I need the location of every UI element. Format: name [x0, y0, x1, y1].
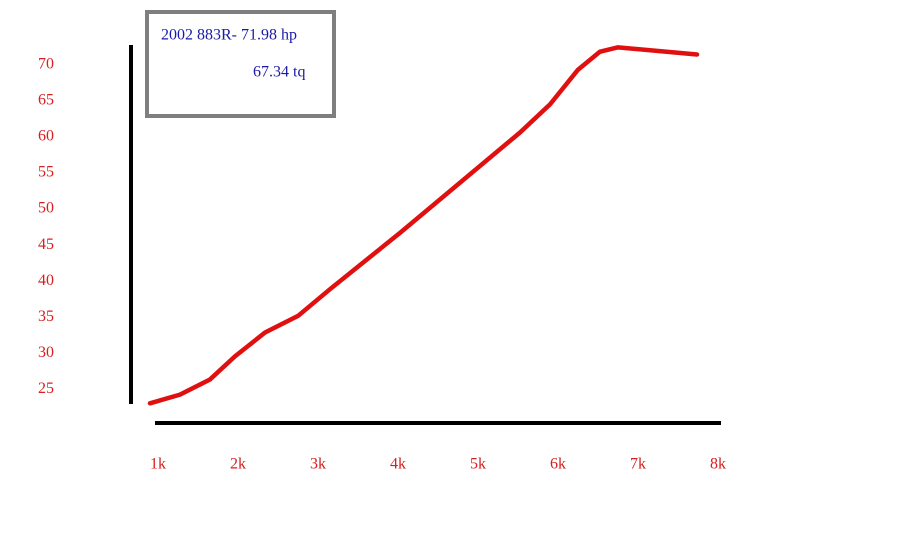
y-tick-label: 30	[38, 344, 54, 361]
x-tick-label: 7k	[630, 456, 646, 473]
x-tick-label: 6k	[550, 456, 566, 473]
data-line	[147, 45, 700, 406]
y-tick-label: 55	[38, 164, 54, 181]
y-tick-label: 60	[38, 128, 54, 145]
y-tick-label: 25	[38, 380, 54, 397]
x-tick-label: 1k	[150, 456, 166, 473]
y-tick-label: 40	[38, 272, 54, 289]
x-tick-label: 5k	[470, 456, 486, 473]
y-tick-label: 45	[38, 236, 54, 253]
x-tick-label: 3k	[310, 456, 326, 473]
y-tick-label: 65	[38, 91, 54, 108]
legend-box	[145, 10, 336, 118]
y-tick-label: 70	[38, 55, 54, 72]
annotation: 67.34 tq	[253, 64, 305, 81]
x-tick-label: 4k	[390, 456, 406, 473]
x-tick-label: 8k	[710, 456, 726, 473]
y-tick-label: 35	[38, 308, 54, 325]
x-tick-label: 2k	[230, 456, 246, 473]
y-tick-label: 50	[38, 200, 54, 217]
annotation: 2002 883R- 71.98 hp	[161, 27, 297, 44]
